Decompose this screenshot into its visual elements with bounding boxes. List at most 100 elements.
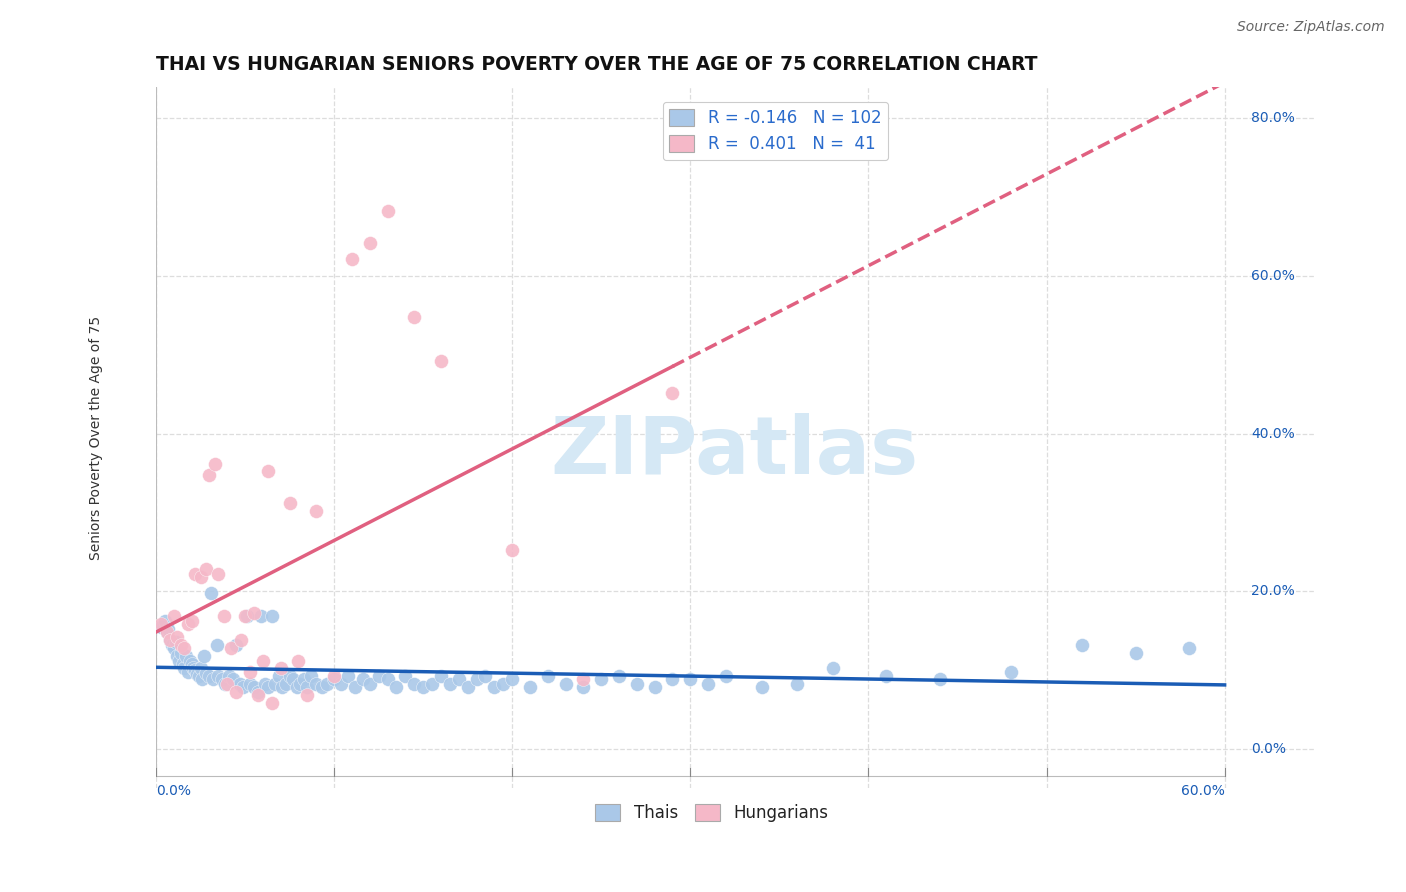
Point	[292, 673, 315, 687]
Point	[198, 669, 221, 683]
Point	[305, 504, 328, 518]
Point	[340, 252, 363, 266]
Text: 60.0%: 60.0%	[1251, 269, 1295, 283]
Point	[180, 614, 202, 628]
Point	[228, 677, 250, 691]
Point	[217, 677, 239, 691]
Point	[160, 638, 183, 652]
Point	[330, 677, 353, 691]
Legend: Thais, Hungarians: Thais, Hungarians	[589, 797, 835, 829]
Point	[492, 677, 515, 691]
Point	[412, 681, 434, 695]
Point	[260, 696, 283, 710]
Point	[1125, 646, 1147, 660]
Point	[264, 677, 287, 691]
Point	[174, 648, 197, 663]
Point	[190, 570, 212, 584]
Point	[484, 681, 506, 695]
Point	[352, 673, 374, 687]
Point	[166, 648, 188, 663]
Point	[190, 661, 212, 675]
Point	[359, 677, 381, 691]
Point	[260, 609, 283, 624]
Text: ZIPatlas: ZIPatlas	[551, 412, 920, 491]
Point	[607, 669, 630, 683]
Point	[173, 661, 195, 675]
Point	[344, 681, 367, 695]
Point	[219, 640, 242, 655]
Point	[232, 681, 254, 695]
Point	[928, 673, 950, 687]
Point	[311, 681, 333, 695]
Point	[285, 681, 308, 695]
Point	[183, 661, 205, 675]
Text: 20.0%: 20.0%	[1251, 584, 1295, 599]
Point	[194, 666, 217, 681]
Point	[170, 646, 193, 660]
Point	[214, 677, 236, 691]
Point	[159, 633, 181, 648]
Point	[572, 673, 595, 687]
Point	[626, 677, 648, 691]
Point	[316, 677, 339, 691]
Point	[172, 657, 194, 671]
Point	[430, 669, 453, 683]
Point	[159, 633, 181, 648]
Point	[359, 235, 381, 250]
Point	[211, 673, 233, 687]
Point	[207, 669, 229, 683]
Point	[239, 665, 262, 679]
Point	[281, 673, 304, 687]
Point	[184, 663, 207, 677]
Point	[367, 669, 389, 683]
Point	[243, 681, 266, 695]
Point	[278, 496, 301, 510]
Point	[404, 677, 426, 691]
Point	[501, 673, 523, 687]
Point	[679, 673, 702, 687]
Point	[180, 657, 202, 671]
Point	[537, 669, 560, 683]
Point	[173, 640, 195, 655]
Text: 80.0%: 80.0%	[1251, 112, 1295, 126]
Point	[323, 673, 346, 687]
Point	[184, 566, 207, 581]
Point	[287, 654, 309, 668]
Point	[404, 310, 426, 324]
Point	[1000, 665, 1022, 679]
Point	[225, 685, 247, 699]
Point	[377, 673, 399, 687]
Point	[157, 622, 180, 636]
Point	[207, 566, 229, 581]
Point	[644, 681, 666, 695]
Point	[250, 609, 273, 624]
Point	[170, 638, 193, 652]
Point	[474, 669, 496, 683]
Point	[394, 669, 416, 683]
Point	[205, 638, 228, 652]
Point	[218, 669, 240, 683]
Point	[193, 648, 215, 663]
Point	[179, 654, 201, 668]
Point	[661, 673, 683, 687]
Point	[270, 661, 292, 675]
Point	[697, 677, 720, 691]
Point	[821, 661, 844, 675]
Point	[267, 669, 290, 683]
Point	[252, 654, 274, 668]
Point	[156, 625, 179, 640]
Point	[1071, 638, 1094, 652]
Text: 0.0%: 0.0%	[156, 784, 191, 798]
Point	[246, 685, 269, 699]
Point	[274, 677, 297, 691]
Point	[572, 681, 595, 695]
Point	[204, 457, 226, 471]
Point	[221, 673, 243, 687]
Point	[1178, 640, 1201, 655]
Point	[305, 677, 328, 691]
Point	[554, 677, 576, 691]
Point	[233, 609, 256, 624]
Point	[153, 614, 176, 628]
Point	[257, 464, 280, 478]
Point	[714, 669, 737, 683]
